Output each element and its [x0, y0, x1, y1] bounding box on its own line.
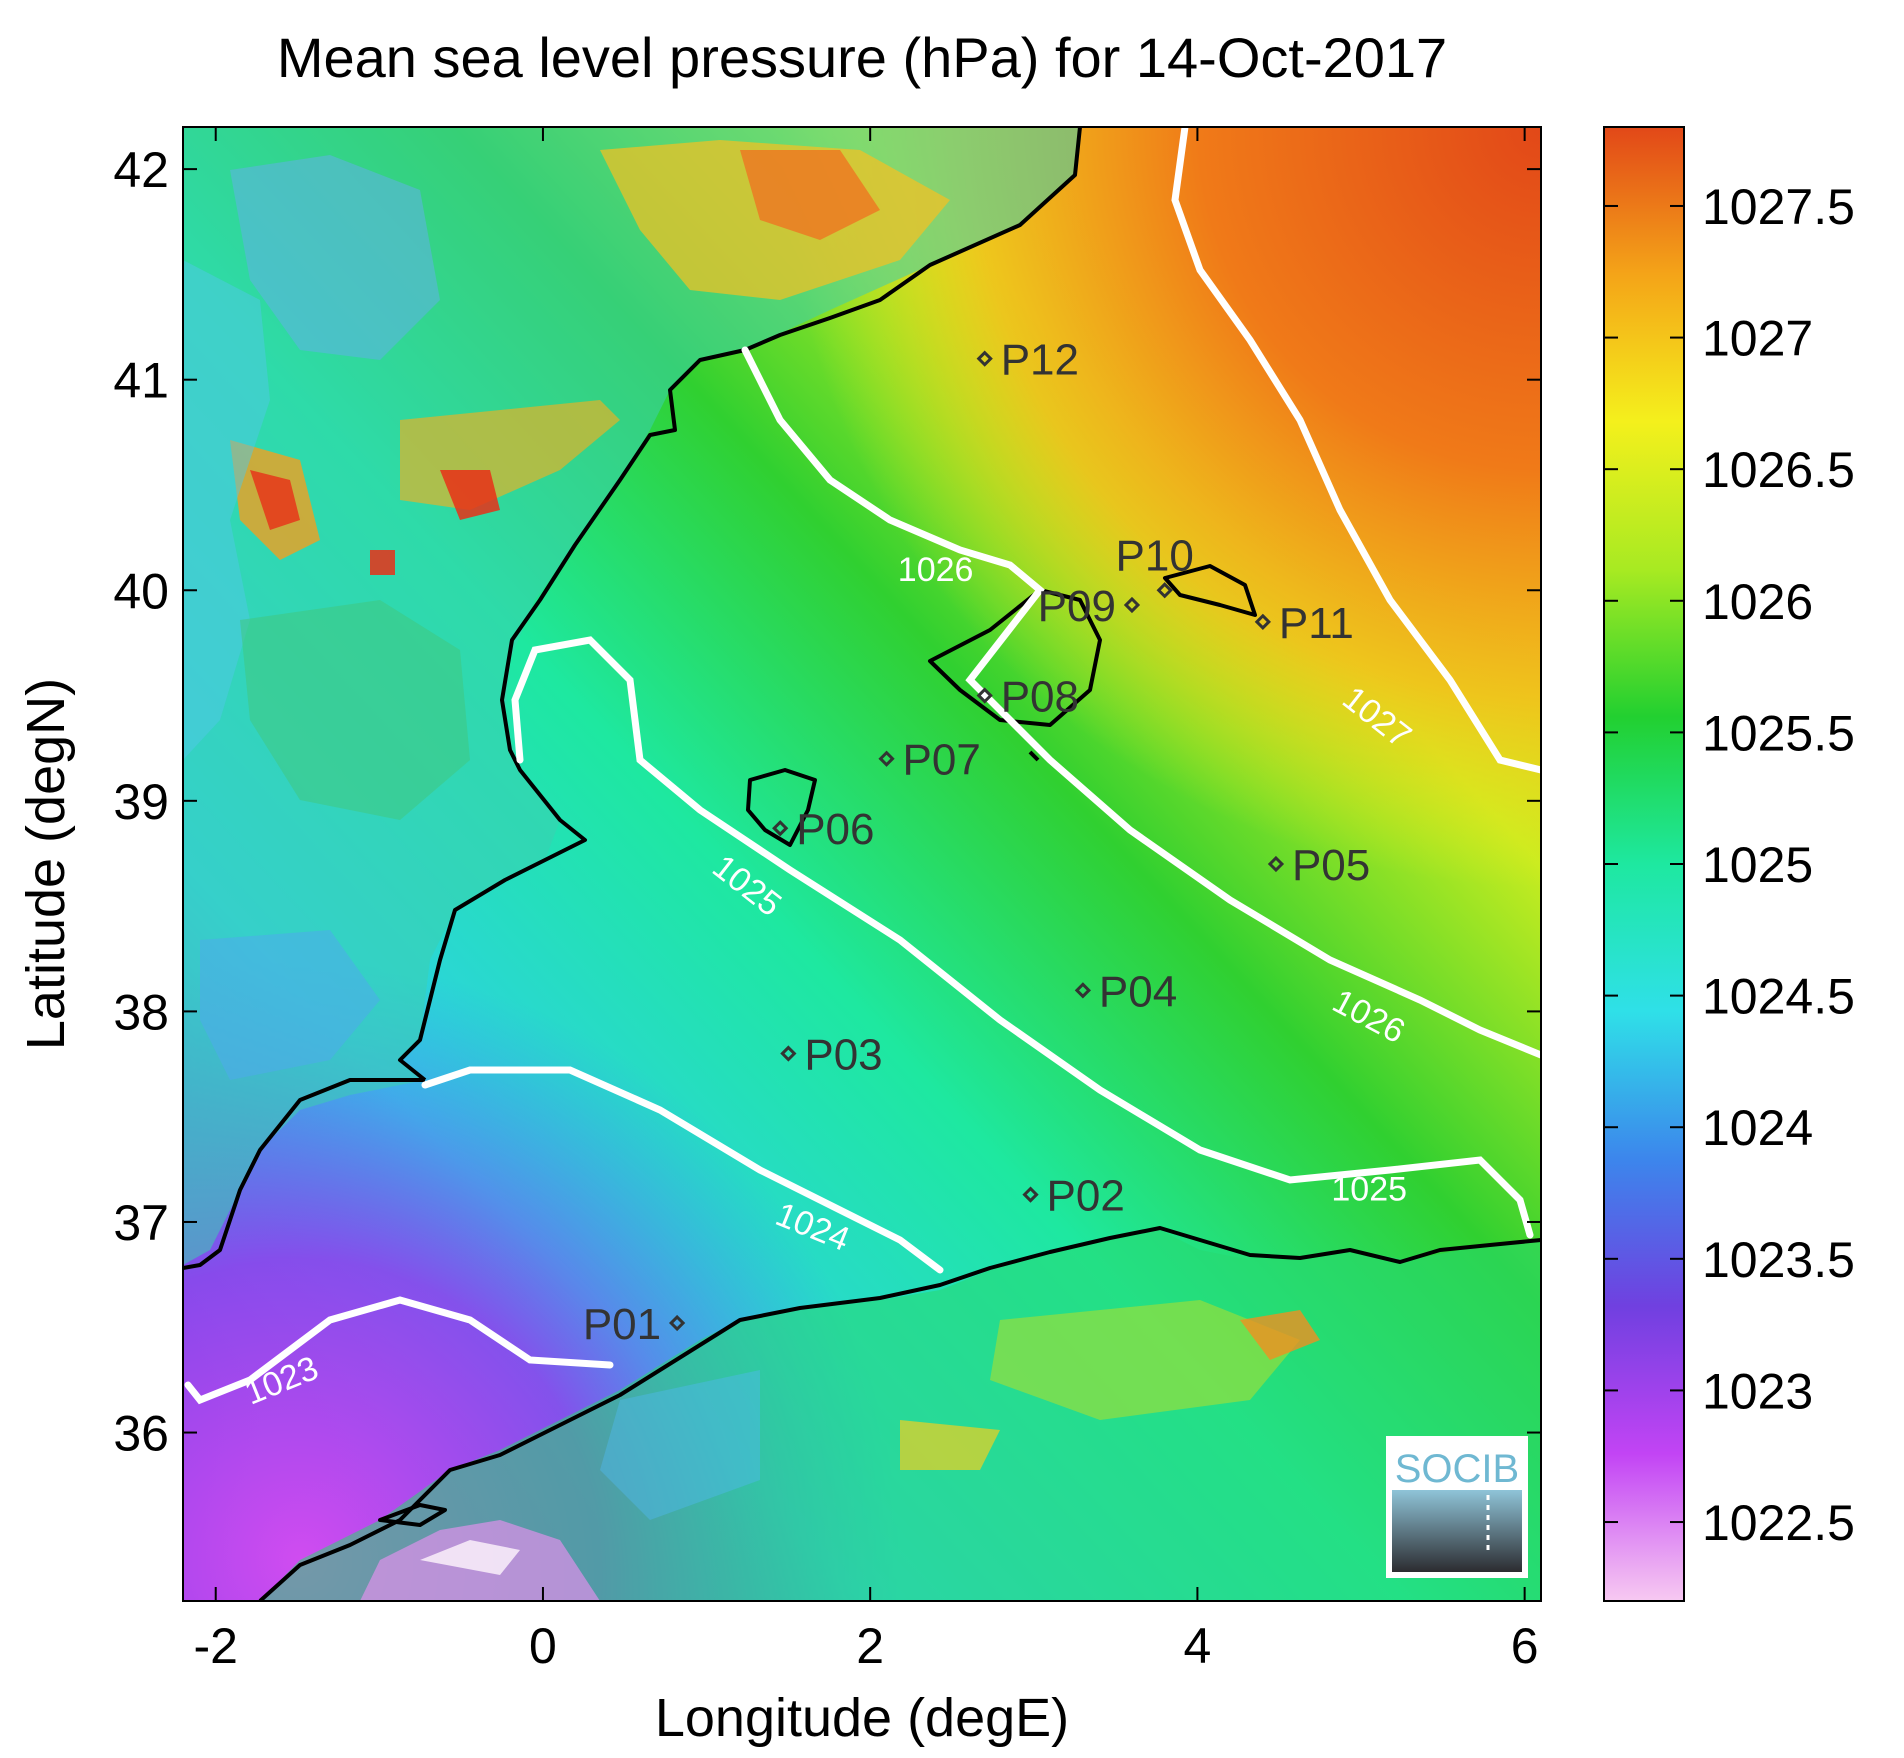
- station-marker-icon: [878, 750, 895, 767]
- isobar-1023: [184, 1296, 614, 1405]
- colorbar-tick-label: 1027.5: [1702, 179, 1855, 235]
- isobar-1026: [741, 346, 1541, 1059]
- colorbar-tick-label: 1027: [1702, 311, 1813, 367]
- station-marker-icon: [1254, 613, 1271, 630]
- x-tick-label: 4: [1184, 1618, 1212, 1674]
- station-p12: P12: [976, 336, 1079, 385]
- station-label: P09: [1038, 582, 1116, 631]
- y-tick-label: 42: [113, 142, 169, 198]
- station-p06: P06: [772, 805, 874, 854]
- station-p02: P02: [1022, 1172, 1125, 1221]
- station-label: P10: [1116, 531, 1194, 580]
- y-tick-label: 40: [113, 563, 169, 619]
- station-marker-icon: [976, 350, 993, 367]
- africa-land: [260, 1230, 1541, 1601]
- isobar-1024: [421, 1066, 944, 1274]
- map-frame: [182, 126, 1542, 1602]
- colorbar-tick-label: 1026.5: [1702, 442, 1855, 498]
- isobars: [184, 127, 1541, 1405]
- station-label: P11: [1279, 599, 1354, 648]
- y-tick-label: 37: [113, 1195, 169, 1251]
- x-tick-label: 2: [856, 1618, 884, 1674]
- station-p04: P04: [1074, 967, 1177, 1016]
- station-p01: P01: [583, 1300, 686, 1349]
- colorbar-tick-label: 1025: [1702, 837, 1813, 893]
- colorbar-tick-label: 1023: [1702, 1363, 1813, 1419]
- coastline: [183, 127, 1541, 1601]
- station-p09: P09: [1038, 582, 1141, 631]
- station-marker-icon: [976, 687, 993, 704]
- station-label: P07: [903, 736, 981, 785]
- colorbar-tick-label: 1025.5: [1702, 705, 1855, 761]
- station-marker-icon: [780, 1045, 797, 1062]
- y-tick-label: 39: [113, 774, 169, 830]
- y-axis-label: Latitude (degN): [16, 678, 76, 1050]
- colorbar-tick-label: 1024: [1702, 1100, 1813, 1156]
- colorbar-ticks: 1022.5 1023 1023.5 1024 1024.5 1025 1025.5 1026…: [1604, 179, 1855, 1551]
- x-tick-label: 0: [529, 1618, 557, 1674]
- station-marker-icon: [1267, 855, 1285, 873]
- station-label: P12: [1001, 336, 1079, 385]
- colorbar-tick-label: 1024.5: [1702, 969, 1855, 1025]
- colorbar-tick-label: 1022.5: [1702, 1495, 1855, 1551]
- station-label: P08: [1001, 673, 1079, 722]
- station-p07: P07: [878, 736, 981, 785]
- iberia-land: [183, 127, 1080, 1265]
- colorbar-tick-label: 1026: [1702, 574, 1813, 630]
- isobar-1025-west: [511, 636, 1534, 1239]
- station-p03: P03: [780, 1031, 883, 1080]
- chart-title: Mean sea level pressure (hPa) for 14-Oct…: [277, 26, 1447, 89]
- y-tick-label: 36: [113, 1406, 169, 1462]
- station-marker-icon: [1156, 582, 1173, 599]
- station-p10: P10: [1116, 531, 1194, 599]
- station-p05: P05: [1267, 841, 1370, 890]
- socib-logo: SOCIB: [1386, 1436, 1528, 1578]
- logo-text: SOCIB: [1395, 1447, 1519, 1491]
- logo-gradient: [1392, 1490, 1522, 1572]
- x-axis-ticks: -2 0 2 4 6: [193, 127, 1539, 1674]
- x-tick-label: 6: [1511, 1618, 1539, 1674]
- y-tick-label: 41: [113, 353, 169, 409]
- station-label: P05: [1292, 841, 1370, 890]
- station-label: P01: [583, 1300, 661, 1349]
- station-marker-icon: [668, 1314, 686, 1332]
- y-tick-label: 38: [113, 984, 169, 1040]
- y-axis-ticks: 36 37 38 39 40 41 42: [113, 142, 1541, 1462]
- x-tick-label: -2: [193, 1618, 237, 1674]
- contour-label: 1026: [898, 551, 974, 589]
- isobar-1027: [1171, 127, 1541, 774]
- x-axis-label: Longitude (degE): [655, 1688, 1069, 1748]
- station-label: P04: [1099, 967, 1177, 1016]
- station-marker-icon: [1123, 596, 1141, 614]
- station-p08: P08: [976, 673, 1079, 722]
- station-marker-icon: [1074, 982, 1092, 999]
- station-marker-icon: [1022, 1186, 1039, 1203]
- station-marker-icon: [772, 820, 789, 837]
- station-label: P03: [804, 1031, 882, 1080]
- colorbar-tick-label: 1023.5: [1702, 1232, 1855, 1288]
- station-label: P06: [796, 805, 874, 854]
- contour-label: 1025: [1331, 1170, 1407, 1208]
- station-label: P02: [1047, 1172, 1125, 1221]
- station-p11: P11: [1254, 599, 1354, 648]
